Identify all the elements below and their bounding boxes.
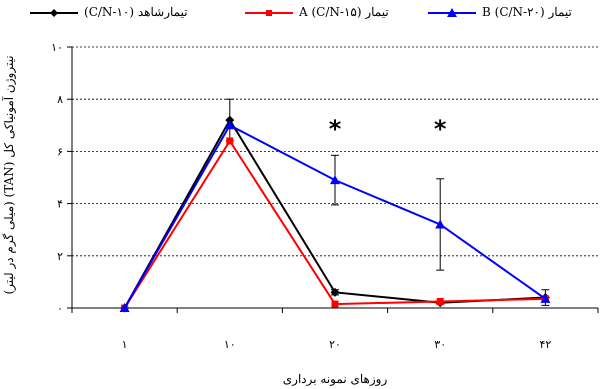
data-point (436, 297, 444, 305)
legend-item-control: تیمارشاهد (C/N-۱۰) (30, 2, 188, 22)
x-tick-label: ۱۰ (224, 338, 236, 351)
significance-annotation: * (434, 115, 447, 143)
legend-item-treatment-b: تیمار B (C/N-۲۰) (428, 2, 572, 22)
legend-swatch-treatment-a (245, 5, 293, 19)
legend: تیمارشاهد (C/N-۱۰) تیمار A (C/N-۱۵) تیما… (0, 2, 602, 22)
y-tick-label: ۱۰ (51, 41, 63, 54)
y-tick-label: ۰ (57, 302, 63, 315)
y-axis-label: نیتروژن آمونیاکی کل (TAN) (میلی گرم در ل… (2, 55, 16, 295)
y-tick-label: ۸ (57, 93, 63, 106)
data-point (540, 293, 551, 303)
series-line-0 (123, 118, 546, 309)
data-point (224, 120, 235, 130)
data-point (435, 219, 446, 229)
series-line-2 (123, 123, 546, 309)
data-point (119, 303, 130, 312)
legend-label-treatment-a: تیمار A (C/N-۱۵) (299, 5, 389, 19)
data-point (225, 115, 235, 125)
data-point (331, 300, 339, 308)
data-point (330, 175, 340, 185)
x-tick-label: ۲۰ (329, 338, 341, 351)
x-axis-label: روزهای نمونه برداری (282, 372, 388, 386)
legend-label-treatment-b: تیمار B (C/N-۲۰) (482, 5, 572, 19)
legend-swatch-control (30, 5, 78, 19)
legend-item-treatment-a: تیمار A (C/N-۱۵) (245, 2, 389, 22)
y-tick-label: ۴ (57, 198, 63, 211)
data-point (226, 137, 234, 145)
y-tick-label: ۲ (57, 250, 63, 263)
x-tick-label: ۴۲ (539, 338, 551, 351)
x-tick-label: ۱ (122, 338, 128, 351)
legend-swatch-treatment-b (428, 5, 476, 19)
x-tick-label: ۳۰ (434, 338, 446, 351)
significance-annotation: * (329, 115, 342, 143)
y-tick-label: ۶ (57, 145, 63, 158)
legend-label-control: تیمارشاهد (C/N-۱۰) (84, 5, 188, 19)
data-point (330, 287, 340, 297)
